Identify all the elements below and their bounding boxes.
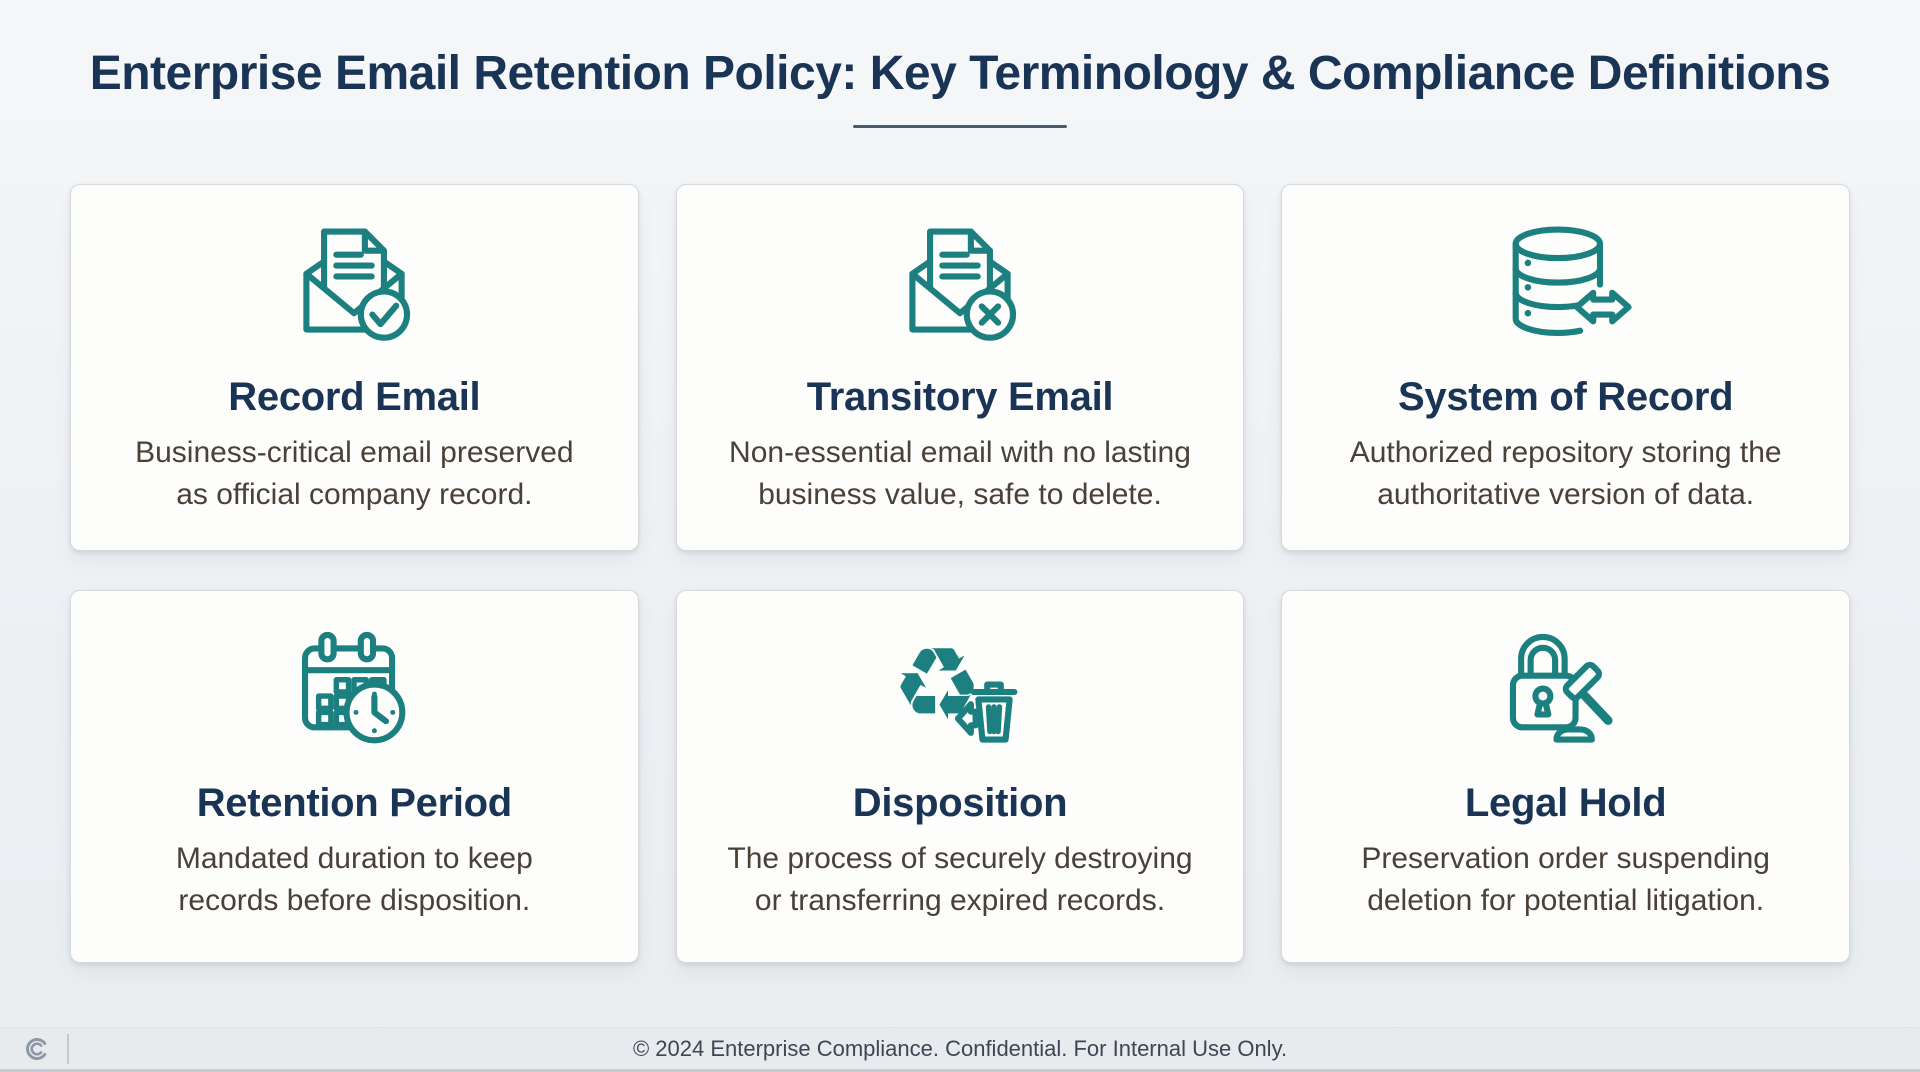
description-line: The process of securely destroying <box>727 842 1193 875</box>
card-title: Retention Period <box>196 781 513 825</box>
footer-divider <box>67 1033 69 1064</box>
description-line: or transferring expired records. <box>754 884 1166 917</box>
card-description: Mandated duration to keep records before… <box>176 838 533 922</box>
card-description: Preservation order suspending deletion f… <box>1361 838 1770 922</box>
page-title: Enterprise Email Retention Policy: Key T… <box>89 47 1831 100</box>
footer: © 2024 Enterprise Compliance. Confidenti… <box>0 1027 1920 1072</box>
description-line: Mandated duration to keep <box>175 842 533 875</box>
card-system-of-record: System of Record Authorized repository s… <box>1281 184 1850 551</box>
title-underline <box>853 125 1067 128</box>
description-line: Non-essential email with no lasting <box>729 436 1191 469</box>
card-description: Authorized repository storing the author… <box>1350 432 1782 516</box>
card-record-email: Record Email Business-critical email pre… <box>70 184 639 551</box>
lock-gavel-icon <box>1498 623 1634 761</box>
envelope-document-check-icon <box>286 217 422 355</box>
card-legal-hold: Legal Hold Preservation order suspending… <box>1281 590 1850 963</box>
calendar-clock-icon <box>286 623 422 761</box>
recycle-trash-icon: ♻ <box>892 623 1028 761</box>
description-line: Business-critical email preserved <box>135 436 574 469</box>
card-title: Transitory Email <box>806 375 1114 419</box>
description-line: authoritative version of data. <box>1377 478 1755 511</box>
card-disposition: ♻ Disposition The process of securely de… <box>675 590 1245 963</box>
nested-c-logo <box>26 1037 47 1060</box>
description-line: as official company record. <box>176 478 533 511</box>
card-description: Business-critical email preserved as off… <box>135 432 574 516</box>
description-line: business value, safe to delete. <box>758 478 1162 511</box>
card-title: Legal Hold <box>1464 781 1667 825</box>
definitions-grid: Record Email Business-critical email pre… <box>70 184 1850 963</box>
card-title: Disposition <box>852 781 1068 825</box>
card-description: Non-essential email with no lasting busi… <box>729 432 1191 516</box>
card-description: The process of securely destroying or tr… <box>727 838 1192 922</box>
database-sync-icon <box>1498 217 1634 355</box>
card-title: System of Record <box>1398 375 1734 419</box>
description-line: records before disposition. <box>178 884 531 917</box>
description-line: Preservation order suspending <box>1361 842 1770 875</box>
card-retention-period: Retention Period Mandated duration to ke… <box>70 590 639 963</box>
description-line: Authorized repository storing the <box>1349 436 1782 469</box>
footer-text: © 2024 Enterprise Compliance. Confidenti… <box>632 1035 1288 1061</box>
description-line: deletion for potential litigation. <box>1367 884 1765 917</box>
card-transitory-email: Transitory Email Non-essential email wit… <box>675 184 1245 551</box>
card-title: Record Email <box>228 375 481 419</box>
envelope-document-x-icon <box>892 217 1028 355</box>
